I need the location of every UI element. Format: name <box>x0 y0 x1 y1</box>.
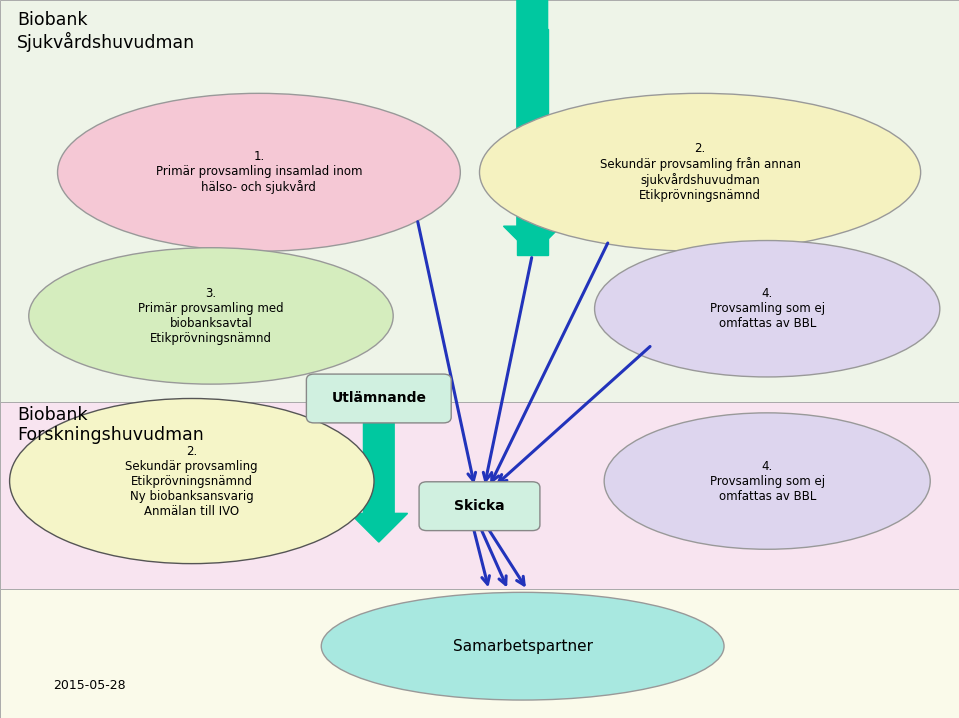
Text: 3.
Primär provsamling med
biobanksavtal
Etikprövningsnämnd: 3. Primär provsamling med biobanksavtal … <box>138 287 284 345</box>
Ellipse shape <box>321 592 724 700</box>
Ellipse shape <box>58 93 460 251</box>
Text: 2015-05-28: 2015-05-28 <box>53 679 126 692</box>
FancyBboxPatch shape <box>0 589 959 718</box>
Text: 4.
Provsamling som ej
omfattas av BBL: 4. Provsamling som ej omfattas av BBL <box>710 287 825 330</box>
Text: Biobank
Forskningshuvudman: Biobank Forskningshuvudman <box>17 406 204 444</box>
FancyArrow shape <box>350 418 408 542</box>
Ellipse shape <box>595 241 940 377</box>
FancyBboxPatch shape <box>419 482 540 531</box>
FancyBboxPatch shape <box>0 0 959 402</box>
Ellipse shape <box>29 248 393 384</box>
Text: 2.
Sekundär provsamling
Etikprövningsnämnd
Ny biobanksansvarig
Anmälan till IVO: 2. Sekundär provsamling Etikprövningsnäm… <box>126 444 258 518</box>
Text: 4.
Provsamling som ej
omfattas av BBL: 4. Provsamling som ej omfattas av BBL <box>710 460 825 503</box>
Ellipse shape <box>10 398 374 564</box>
Text: Biobank
Sjukvårdshuvudman: Biobank Sjukvårdshuvudman <box>17 11 196 52</box>
Ellipse shape <box>604 413 930 549</box>
Text: Skicka: Skicka <box>455 499 504 513</box>
FancyArrow shape <box>503 0 561 255</box>
FancyBboxPatch shape <box>307 374 452 423</box>
Text: Samarbetspartner: Samarbetspartner <box>453 639 593 653</box>
Text: Utlämnande: Utlämnande <box>331 391 427 406</box>
FancyBboxPatch shape <box>363 380 394 418</box>
Text: 2.
Sekundär provsamling från annan
sjukvårdshuvudman
Etikprövningsnämnd: 2. Sekundär provsamling från annan sjukv… <box>599 142 801 202</box>
Text: 1.
Primär provsamling insamlad inom
hälso- och sjukvård: 1. Primär provsamling insamlad inom häls… <box>155 150 363 195</box>
FancyBboxPatch shape <box>517 29 548 255</box>
Ellipse shape <box>480 93 921 251</box>
FancyBboxPatch shape <box>0 402 959 589</box>
